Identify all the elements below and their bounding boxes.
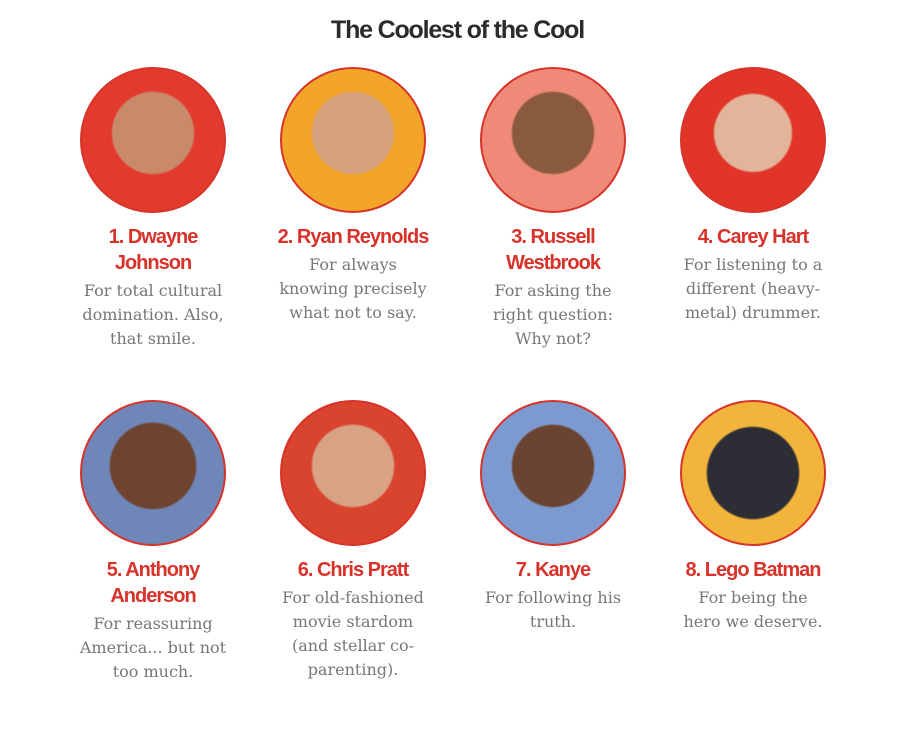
portrait	[80, 400, 226, 546]
person-card: 6. Chris Pratt For old-fashioned movie st…	[253, 400, 453, 682]
portrait	[480, 67, 626, 213]
person-card: 1. Dwayne Johnson For total cultural domi…	[53, 67, 253, 351]
person-name: 7. Kanye	[515, 559, 591, 581]
person-name: 3. Russell Westbrook	[506, 226, 601, 274]
person-name: 4. Carey Hart	[697, 226, 809, 248]
person-name: 2. Ryan Reynolds	[277, 226, 430, 248]
person-card: 2. Ryan Reynolds For always knowing preci…	[253, 67, 453, 325]
portrait	[280, 400, 426, 546]
person-description: For following his truth.	[484, 588, 622, 631]
person-card: 4. Carey Hart For listening to a differen…	[653, 67, 853, 325]
person-description: For total cultural domination. Also, tha…	[82, 281, 224, 348]
person-card: 3. Russell Westbrook For asking the right…	[453, 67, 653, 351]
person-description: For old-fashioned movie stardom (and ste…	[282, 588, 424, 679]
portrait	[680, 400, 826, 546]
portrait	[480, 400, 626, 546]
person-name: 5. Anthony Anderson	[106, 559, 201, 607]
person-description: For being the hero we deserve.	[683, 588, 823, 631]
person-description: For asking the right question: Why not?	[493, 281, 613, 348]
person-description: For reassuring America... but not too mu…	[79, 614, 227, 681]
person-card: 8. Lego Batman For being the hero we dese…	[653, 400, 853, 634]
person-description: For always knowing precisely what not to…	[279, 255, 427, 322]
portrait	[80, 67, 226, 213]
person-name: 6. Chris Pratt	[297, 559, 409, 581]
person-card: 7. Kanye For following his truth.	[453, 400, 653, 634]
person-name: 1. Dwayne Johnson	[108, 226, 199, 274]
title: The Coolest of the Cool	[331, 16, 585, 44]
person-name: 8. Lego Batman	[685, 559, 822, 581]
person-card: 5. Anthony Anderson For reassuring Americ…	[53, 400, 253, 684]
portrait	[680, 67, 826, 213]
person-description: For listening to a different (heavy-meta…	[683, 255, 823, 322]
portrait	[280, 67, 426, 213]
